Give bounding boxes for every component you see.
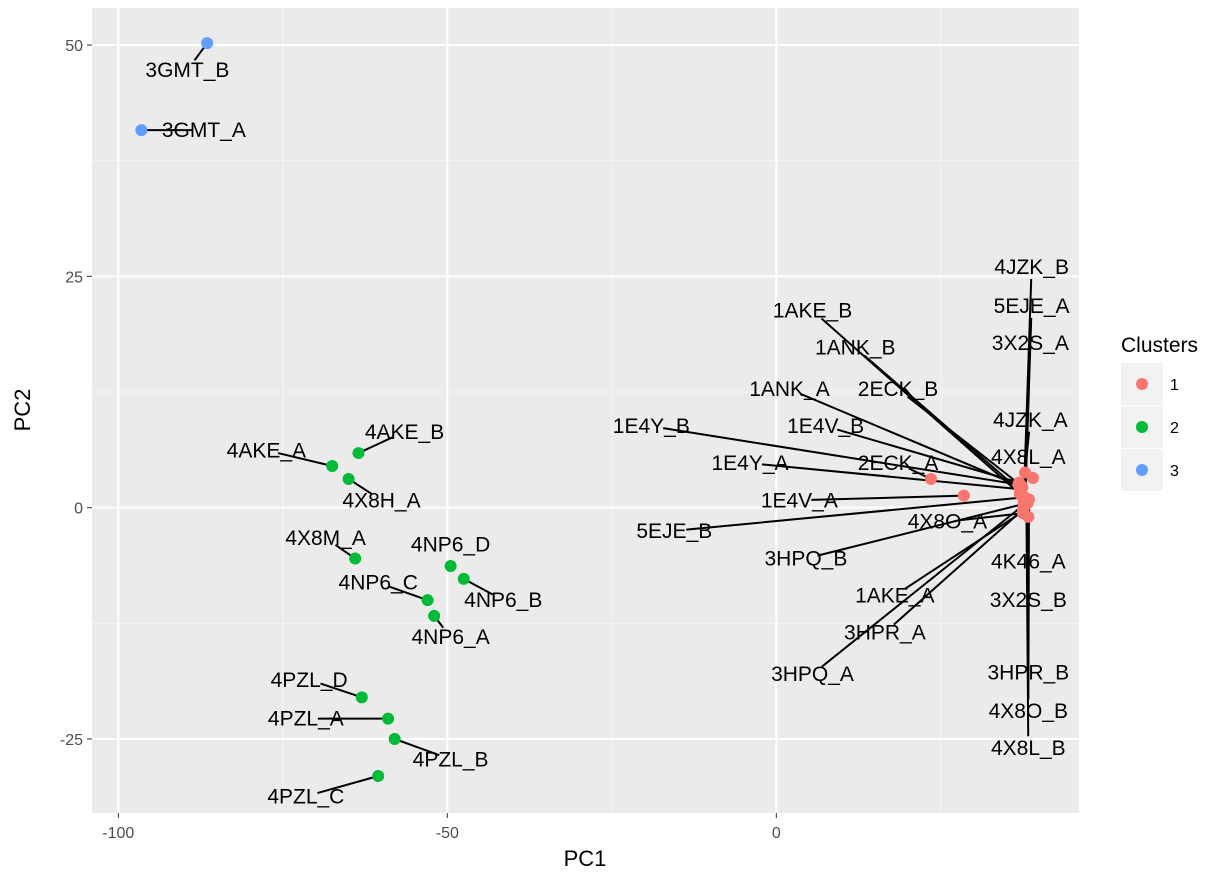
point-label: 3GMT_B: [145, 59, 229, 82]
point-label: 4NP6_A: [412, 626, 490, 649]
point-label: 4PZL_A: [268, 708, 344, 731]
leader-line: [394, 738, 440, 757]
legend-swatch: [1136, 464, 1148, 476]
data-point: [352, 447, 365, 460]
point-label: 4NP6_B: [464, 589, 542, 612]
leader-line: [904, 510, 1024, 590]
leader-line: [821, 504, 1025, 668]
point-label: 3HPQ_A: [771, 663, 854, 686]
data-point: [372, 769, 385, 782]
point-label: 3HPR_A: [844, 622, 926, 645]
data-point: [924, 472, 937, 485]
point-label: 3HPR_B: [987, 661, 1069, 684]
y-tick-label: 50: [65, 38, 83, 55]
point-label: 2ECK_B: [858, 378, 939, 401]
leader-line: [811, 494, 964, 501]
data-point: [342, 472, 355, 485]
leader-line: [761, 463, 1020, 491]
leader-line: [317, 775, 379, 795]
point-label: 4PZL_C: [267, 785, 344, 808]
data-point: [1026, 472, 1039, 485]
point-label: 4X8O_A: [908, 511, 987, 534]
point-label: 4AKE_B: [365, 421, 444, 444]
point-label: 4AKE_A: [227, 439, 306, 462]
legend-label: 1: [1170, 377, 1179, 394]
leader-line: [800, 392, 1023, 489]
plot-panel: [92, 8, 1079, 813]
point-label: 1E4V_B: [787, 415, 864, 438]
point-label: 1E4V_A: [761, 489, 838, 512]
point-label: 1ANK_A: [749, 378, 830, 401]
legend-title: Clusters: [1121, 334, 1198, 357]
point-label: 1E4Y_B: [613, 415, 690, 438]
legend-swatch: [1136, 378, 1148, 390]
point-label: 4X8H_A: [342, 489, 420, 512]
point-label: 1AKE_A: [855, 585, 934, 608]
point-label: 4X8M_A: [285, 527, 366, 550]
data-point: [382, 712, 395, 725]
legend-swatch: [1136, 421, 1148, 433]
x-tick-label: -50: [436, 825, 459, 842]
legend-label: 3: [1170, 463, 1179, 480]
leader-line: [662, 427, 1019, 486]
y-tick-label: 0: [74, 501, 83, 518]
point-label: 1AKE_B: [773, 300, 852, 323]
leader-line: [1025, 501, 1030, 737]
data-point: [135, 124, 148, 137]
point-label: 1ANK_B: [815, 337, 896, 360]
point-label: 3X2S_A: [992, 332, 1069, 355]
point-label: 4JZK_A: [993, 409, 1068, 432]
leader-line: [836, 428, 1020, 484]
leader-line: [906, 395, 1022, 487]
data-point: [957, 489, 970, 502]
point-label: 4X8L_B: [991, 737, 1066, 760]
data-point: [428, 609, 441, 622]
leader-line: [1024, 431, 1031, 473]
data-point: [421, 594, 434, 607]
leader-line: [817, 502, 1024, 557]
leader-line: [893, 508, 1024, 626]
x-axis-title: PC1: [564, 846, 607, 871]
y-tick-label: 25: [65, 269, 83, 286]
point-label: 4NP6_D: [411, 534, 490, 557]
legend-label: 2: [1170, 420, 1179, 437]
leader-line: [389, 585, 428, 602]
point-label: 2ECK_A: [858, 452, 939, 475]
point-label: 4K46_A: [991, 550, 1066, 573]
point-label: 5EJE_B: [636, 520, 712, 543]
point-label: 3X2S_B: [990, 589, 1067, 612]
y-axis-title: PC2: [10, 389, 35, 432]
point-label: 5EJE_A: [994, 295, 1070, 318]
data-point: [349, 552, 362, 565]
point-label: 4PZL_B: [413, 748, 489, 771]
point-label: 4X8L_A: [991, 446, 1066, 469]
point-label: 3HPQ_B: [764, 548, 847, 571]
leader-line: [686, 496, 1024, 531]
data-point: [444, 559, 457, 572]
minor-gridlines: [92, 8, 1079, 813]
data-point: [1020, 495, 1033, 508]
data-point: [201, 37, 214, 50]
point-label: 4NP6_C: [339, 572, 418, 595]
data-point: [457, 572, 470, 585]
point-labels: 4JZK_B 5EJE_A 3X2S_A 1AKE_B 1ANK_B 1ANK_A 2ECK…: [145, 59, 1069, 808]
point-label: 1E4Y_A: [711, 452, 788, 475]
y-tick-label: -25: [60, 732, 83, 749]
data-point: [326, 460, 339, 473]
leader-line: [320, 682, 363, 699]
data-point: [388, 732, 401, 745]
point-label: 4PZL_D: [271, 669, 348, 692]
leader-line: [358, 435, 395, 454]
point-label: 4X8O_B: [989, 700, 1068, 723]
point-label: 4JZK_B: [994, 256, 1069, 279]
point-label: 3GMT_A: [162, 119, 246, 142]
data-point: [355, 691, 368, 704]
leader-line: [277, 452, 333, 467]
axis-ticks: -100 -50 0 -25 0 25 50: [60, 38, 781, 842]
x-tick-label: -100: [102, 825, 134, 842]
data-points: [135, 37, 1039, 782]
legend: Clusters 1 2 3: [1121, 334, 1198, 491]
x-tick-label: 0: [772, 825, 781, 842]
